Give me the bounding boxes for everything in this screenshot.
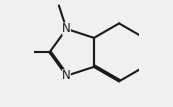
Text: N: N [62, 22, 71, 35]
Text: N: N [62, 69, 71, 82]
